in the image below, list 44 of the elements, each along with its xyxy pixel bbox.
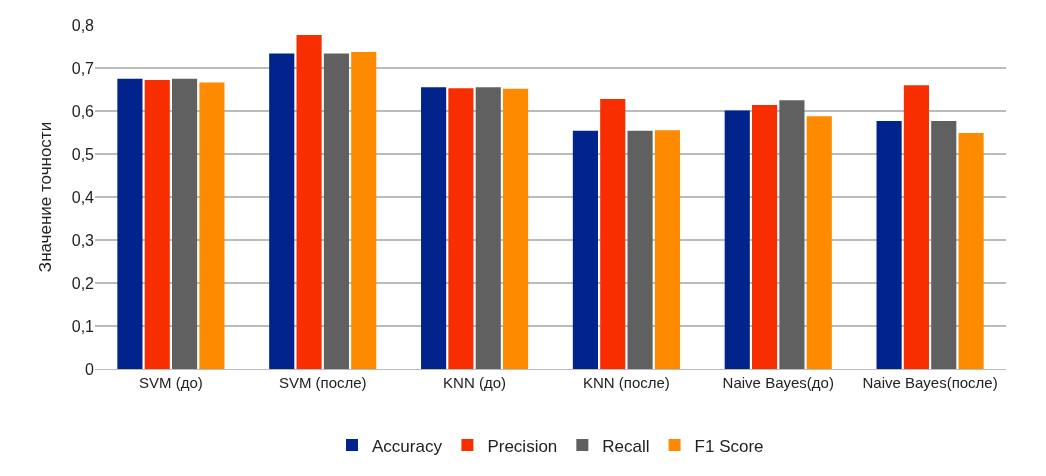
x-tick-label: Naive Bayes(до) bbox=[722, 374, 834, 391]
y-tick-label: 0,5 bbox=[71, 145, 95, 163]
x-tick-label: SVM (после) bbox=[278, 374, 367, 391]
bar bbox=[144, 80, 170, 369]
x-tick-label: Naive Bayes(после) bbox=[862, 374, 998, 391]
legend-label: Recall bbox=[602, 436, 650, 456]
bar bbox=[421, 87, 447, 369]
x-tick-label: KNN (после) bbox=[582, 374, 670, 391]
legend-label: F1 Score bbox=[694, 436, 764, 456]
bar bbox=[654, 130, 680, 369]
bar bbox=[269, 53, 295, 369]
bar bbox=[903, 85, 929, 369]
bar bbox=[600, 98, 626, 369]
bar bbox=[627, 130, 653, 369]
bar bbox=[475, 87, 501, 369]
y-tick-label: 0,2 bbox=[71, 274, 95, 292]
y-tick-label: 0,6 bbox=[71, 102, 95, 120]
bar bbox=[958, 132, 984, 369]
bar bbox=[876, 120, 902, 369]
bar bbox=[296, 34, 322, 369]
y-axis-title: Значение точности bbox=[36, 121, 56, 273]
bar bbox=[724, 110, 750, 369]
y-tick-label: 0 bbox=[85, 360, 95, 378]
y-tick-label: 0,3 bbox=[71, 231, 95, 249]
bar bbox=[779, 100, 805, 369]
bar bbox=[351, 52, 377, 369]
bar bbox=[323, 53, 349, 369]
x-tick-label: SVM (до) bbox=[139, 374, 203, 391]
x-tick-label: KNN (до) bbox=[443, 374, 507, 391]
bar bbox=[117, 78, 143, 369]
bar bbox=[503, 88, 529, 369]
bar bbox=[931, 120, 957, 369]
legend-label: Accuracy bbox=[372, 436, 443, 456]
bar bbox=[752, 104, 778, 369]
y-tick-label: 0,7 bbox=[71, 59, 95, 77]
bar bbox=[448, 88, 474, 369]
y-tick-label: 0,1 bbox=[71, 317, 95, 335]
bar bbox=[199, 82, 225, 369]
legend-label: Precision bbox=[487, 436, 558, 456]
bar bbox=[572, 130, 598, 369]
y-tick-label: 0,4 bbox=[71, 188, 95, 206]
bar bbox=[806, 116, 832, 369]
bar bbox=[172, 78, 198, 369]
y-tick-label: 0,8 bbox=[71, 16, 95, 34]
